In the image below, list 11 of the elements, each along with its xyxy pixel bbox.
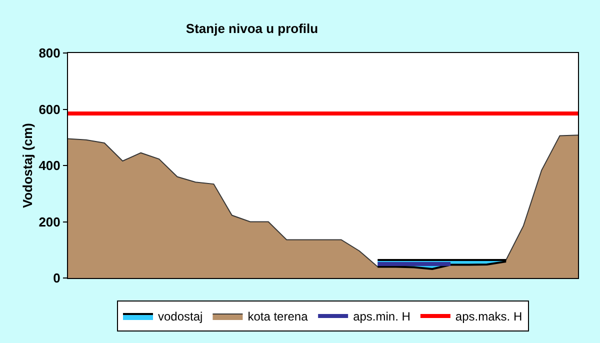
y-axis-title: Vodostaj (cm): [20, 123, 35, 208]
y-tick-label: 600: [38, 102, 60, 117]
legend-label: kota terena: [248, 310, 308, 324]
legend-label: vodostaj: [158, 310, 203, 324]
chart-title: Stanje nivoa u profilu: [186, 21, 318, 36]
y-tick-label: 800: [38, 46, 60, 61]
legend-label: aps.maks. H: [455, 310, 522, 324]
y-tick-label: 0: [53, 270, 60, 286]
y-tick-label: 400: [38, 158, 60, 174]
y-tick-label: 200: [38, 214, 60, 230]
legend-label: aps.min. H: [353, 310, 410, 324]
